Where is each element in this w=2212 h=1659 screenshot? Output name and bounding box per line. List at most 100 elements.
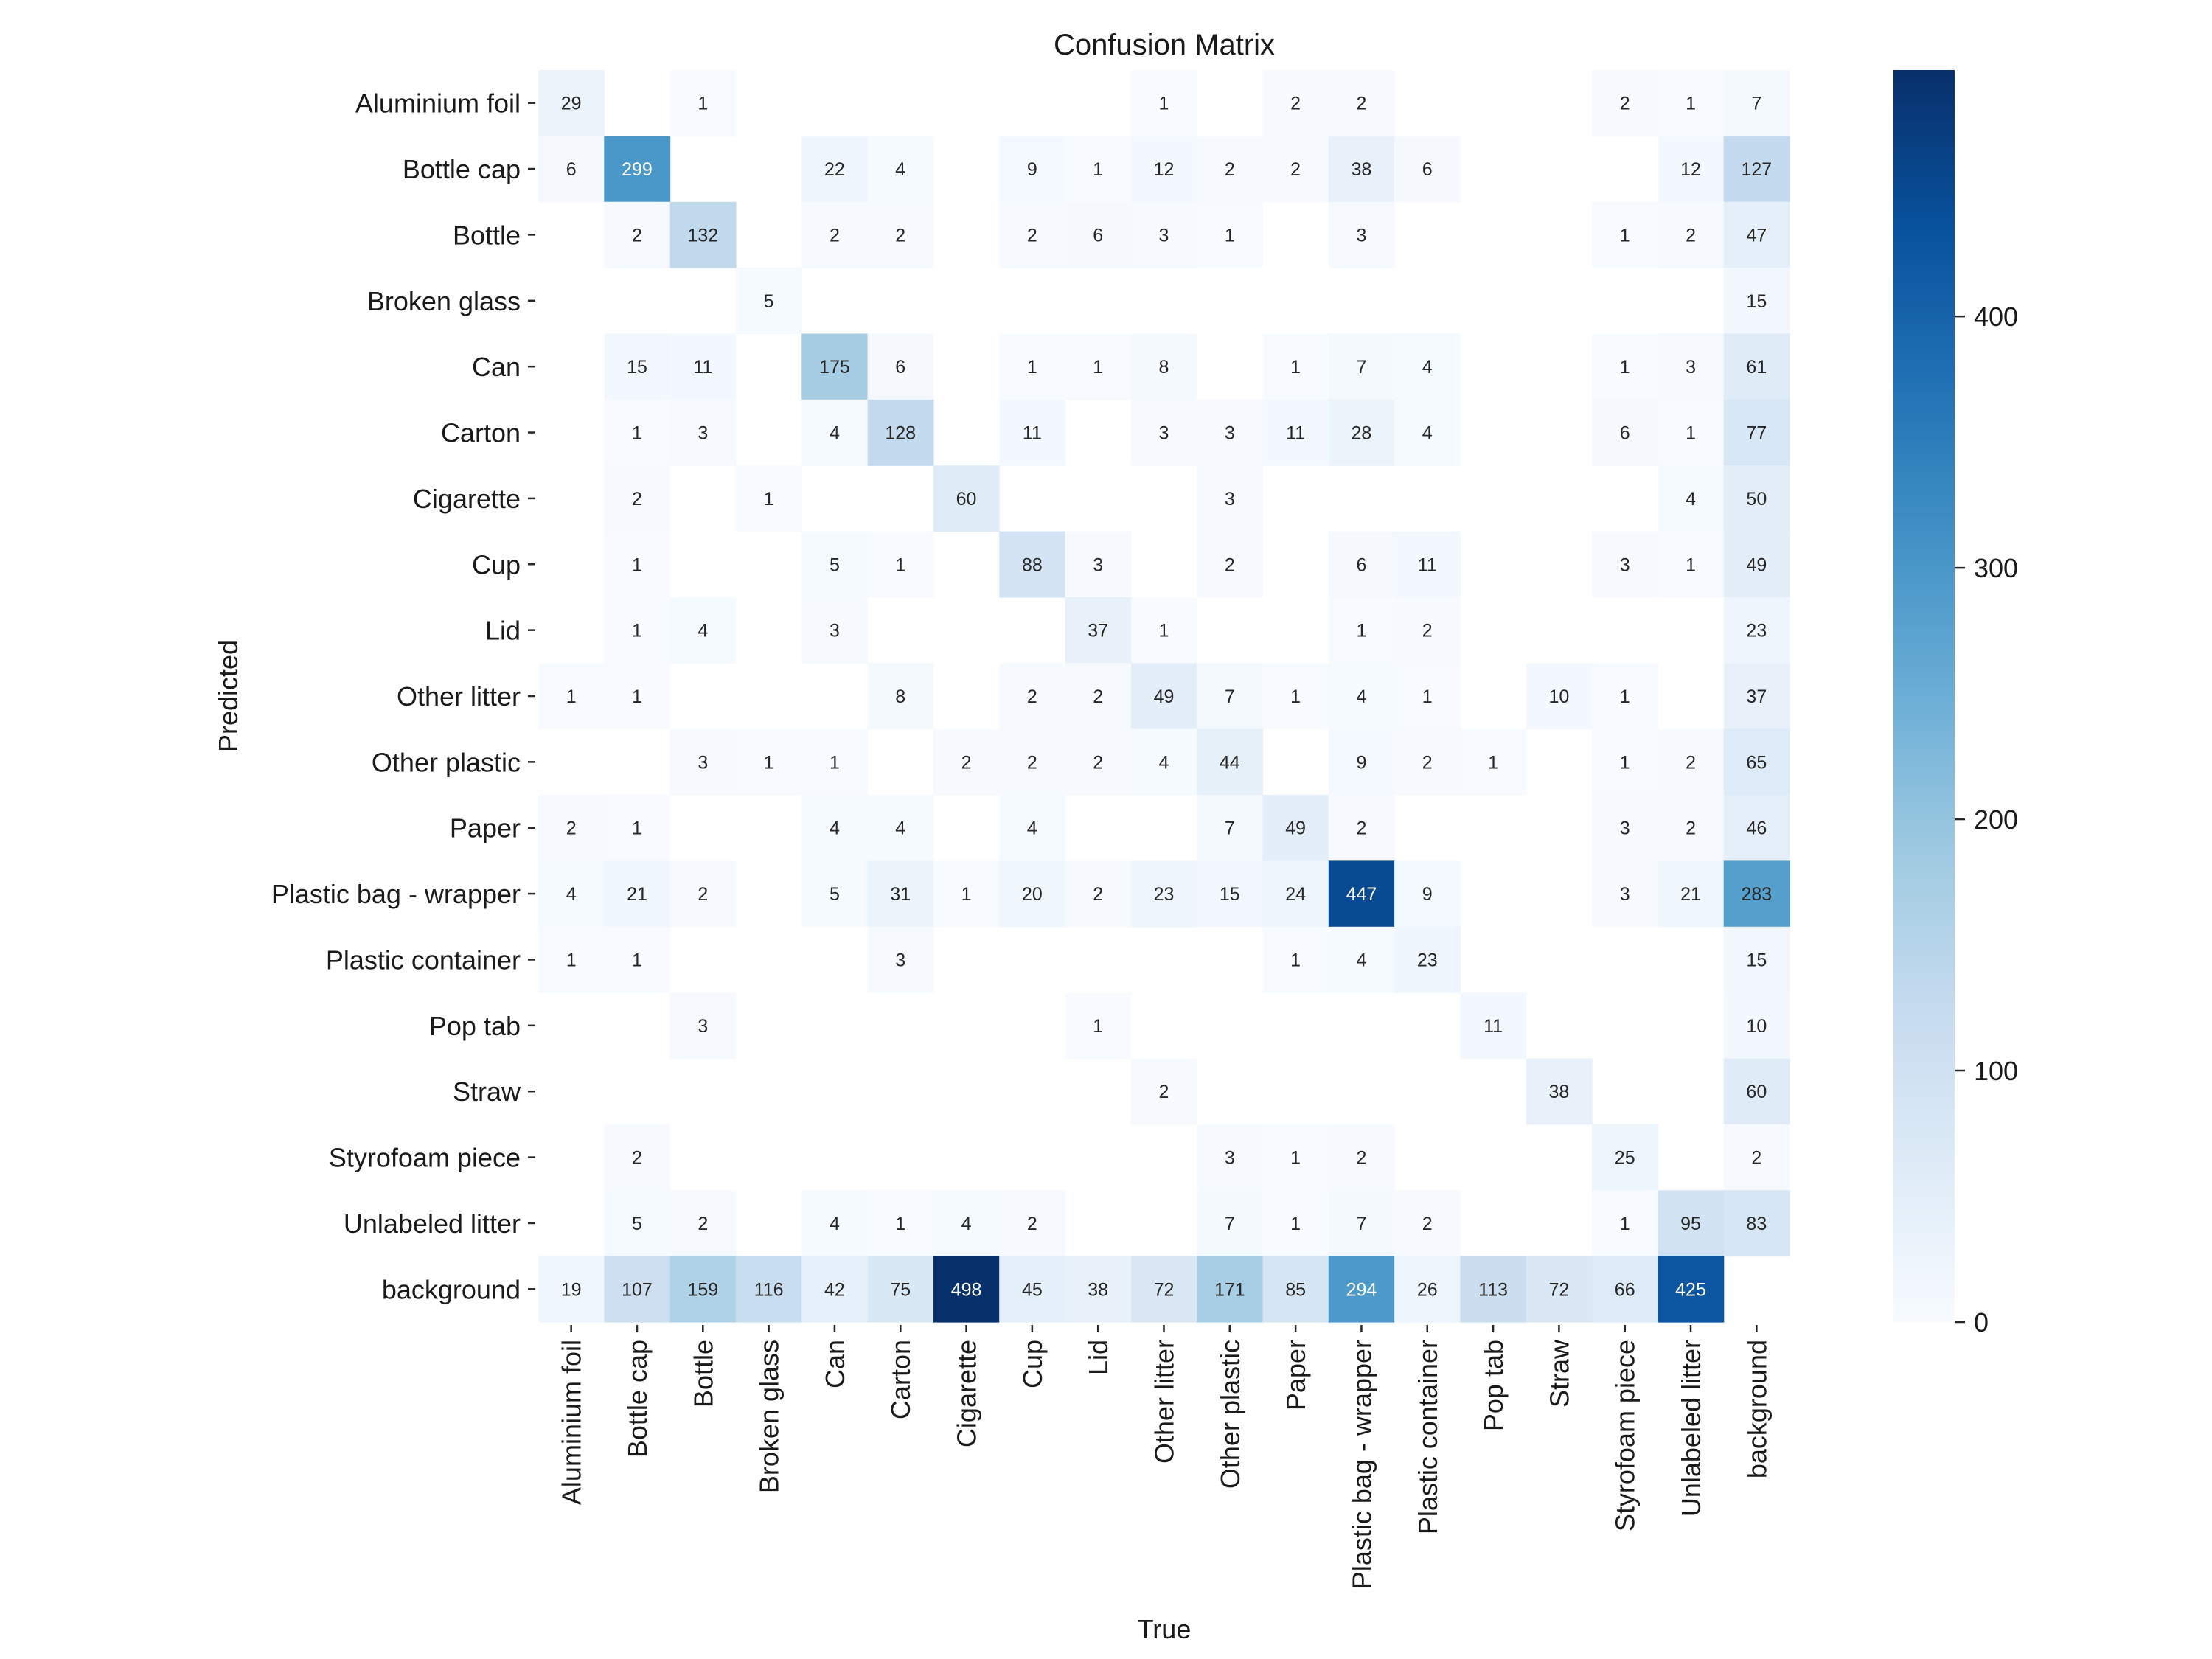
cell-value-label: 15: [1220, 884, 1240, 905]
cell-value-label: 77: [1746, 423, 1767, 444]
heatmap-cell: [1658, 1256, 1725, 1323]
cell-value-label: 283: [1741, 884, 1772, 905]
heatmap-cell: [1262, 1256, 1329, 1323]
cell-value-label: 3: [698, 1016, 708, 1037]
heatmap-cell: [867, 136, 934, 203]
heatmap-cell: [735, 465, 802, 532]
heatmap-cell: [669, 333, 737, 400]
heatmap-cell: [1328, 1256, 1395, 1323]
x-tick-label: Pop tab: [1478, 1340, 1509, 1431]
cell-value-label: 72: [1548, 1279, 1569, 1300]
y-tick-label: Styrofoam piece: [329, 1143, 521, 1173]
heatmap-cell: [1394, 136, 1461, 203]
heatmap-cell: [801, 399, 869, 466]
heatmap-cell: [999, 1190, 1066, 1257]
heatmap-cell: [1130, 1058, 1197, 1125]
cell-value-label: 6: [1093, 225, 1103, 246]
heatmap-cell: [669, 728, 737, 796]
cell-value-label: 1: [1159, 621, 1169, 641]
heatmap-cell: [669, 992, 737, 1060]
cell-value-label: 15: [1746, 291, 1767, 312]
heatmap-cell: [1130, 70, 1197, 136]
heatmap-cell: [1328, 1190, 1395, 1257]
cell-value-label: 2: [1027, 752, 1037, 773]
heatmap-cell: [1262, 333, 1329, 400]
cell-value-label: 2: [1093, 686, 1103, 707]
cell-value-label: 3: [698, 423, 708, 444]
heatmap-cell: [1592, 399, 1658, 466]
heatmap-cell: [999, 201, 1066, 268]
colorbar-gradient: [1893, 70, 1955, 1322]
cell-value-label: 4: [895, 159, 905, 180]
cell-value-label: 2: [698, 1214, 708, 1234]
cell-value-label: 7: [1356, 357, 1366, 378]
cell-value-label: 1: [1225, 225, 1235, 246]
cell-value-label: 2: [1422, 621, 1433, 641]
heatmap-cell: [1197, 136, 1264, 203]
heatmap-cell: [1262, 136, 1329, 203]
cell-value-label: 1: [895, 554, 905, 575]
cell-value-label: 1: [1290, 686, 1301, 707]
heatmap-cell: [604, 860, 671, 928]
heatmap-cell: [1328, 597, 1395, 664]
heatmap-cell: [1262, 795, 1329, 862]
y-tick-label: Unlabeled litter: [344, 1208, 521, 1239]
cell-value-label: 1: [1686, 554, 1696, 575]
heatmap-cell: [669, 1190, 737, 1257]
cell-value-label: 2: [1422, 1214, 1433, 1234]
x-tick-label: Broken glass: [754, 1340, 785, 1493]
heatmap-cell: [1197, 531, 1264, 598]
cell-value-label: 2: [1225, 554, 1235, 575]
heatmap-cell: [1328, 926, 1395, 993]
heatmap-cell: [538, 663, 605, 730]
heatmap-cell: [604, 465, 671, 532]
cell-value-label: 50: [1746, 489, 1767, 509]
x-tick-label: Styrofoam piece: [1610, 1340, 1641, 1531]
heatmap-cell: [1592, 728, 1658, 796]
x-tick-label: Plastic bag - wrapper: [1346, 1340, 1377, 1589]
cell-value-label: 425: [1675, 1279, 1706, 1300]
cell-value-label: 4: [1027, 818, 1037, 839]
x-tick-labels: Aluminium foil Bottle cap Bottle Broken gla…: [557, 1325, 1772, 1589]
cell-value-label: 1: [1620, 357, 1630, 378]
cell-value-label: 2: [1751, 1148, 1761, 1169]
cell-value-label: 8: [895, 686, 905, 707]
heatmap-cell: [867, 663, 934, 730]
heatmap-cell: [604, 333, 671, 400]
cell-value-label: 1: [1093, 159, 1103, 180]
y-tick-label: Plastic container: [326, 945, 521, 975]
heatmap-cell: [604, 399, 671, 466]
heatmap-cell: [867, 926, 934, 993]
heatmap-cell: [999, 1256, 1066, 1323]
cell-value-label: 3: [1225, 423, 1235, 444]
cell-value-label: 498: [951, 1279, 982, 1300]
cell-value-label: 4: [830, 818, 840, 839]
cell-value-label: 31: [890, 884, 911, 905]
cell-value-label: 1: [1093, 357, 1103, 378]
cell-value-label: 6: [1620, 423, 1630, 444]
heatmap-cell: [1262, 1190, 1329, 1257]
heatmap-cell: [1460, 1256, 1527, 1323]
cell-value-label: 38: [1352, 159, 1372, 180]
heatmap-cell: [1328, 663, 1395, 730]
cell-value-label: 159: [687, 1279, 718, 1300]
heatmap-cell: [867, 333, 934, 400]
x-tick-label: Cigarette: [952, 1340, 982, 1447]
heatmap-cell: [669, 399, 737, 466]
heatmap-cell: [604, 531, 671, 598]
cell-value-label: 1: [632, 554, 642, 575]
heatmap-cell: [1592, 795, 1658, 862]
cell-value-label: 7: [1751, 94, 1761, 114]
cell-value-label: 1: [1027, 357, 1037, 378]
x-tick-label: background: [1742, 1340, 1772, 1478]
cell-value-label: 5: [830, 554, 840, 575]
cell-value-label: 175: [819, 357, 850, 378]
heatmap-cell: [1723, 926, 1790, 993]
heatmap-cell: [1328, 795, 1395, 862]
heatmap-cell: [604, 663, 671, 730]
heatmap-cell: [1328, 201, 1395, 268]
colorbar-tick-label: 0: [1974, 1307, 1989, 1338]
cell-value-label: 3: [1225, 489, 1235, 509]
heatmap-cell: [1065, 728, 1132, 796]
heatmap-cell: [1262, 70, 1329, 136]
